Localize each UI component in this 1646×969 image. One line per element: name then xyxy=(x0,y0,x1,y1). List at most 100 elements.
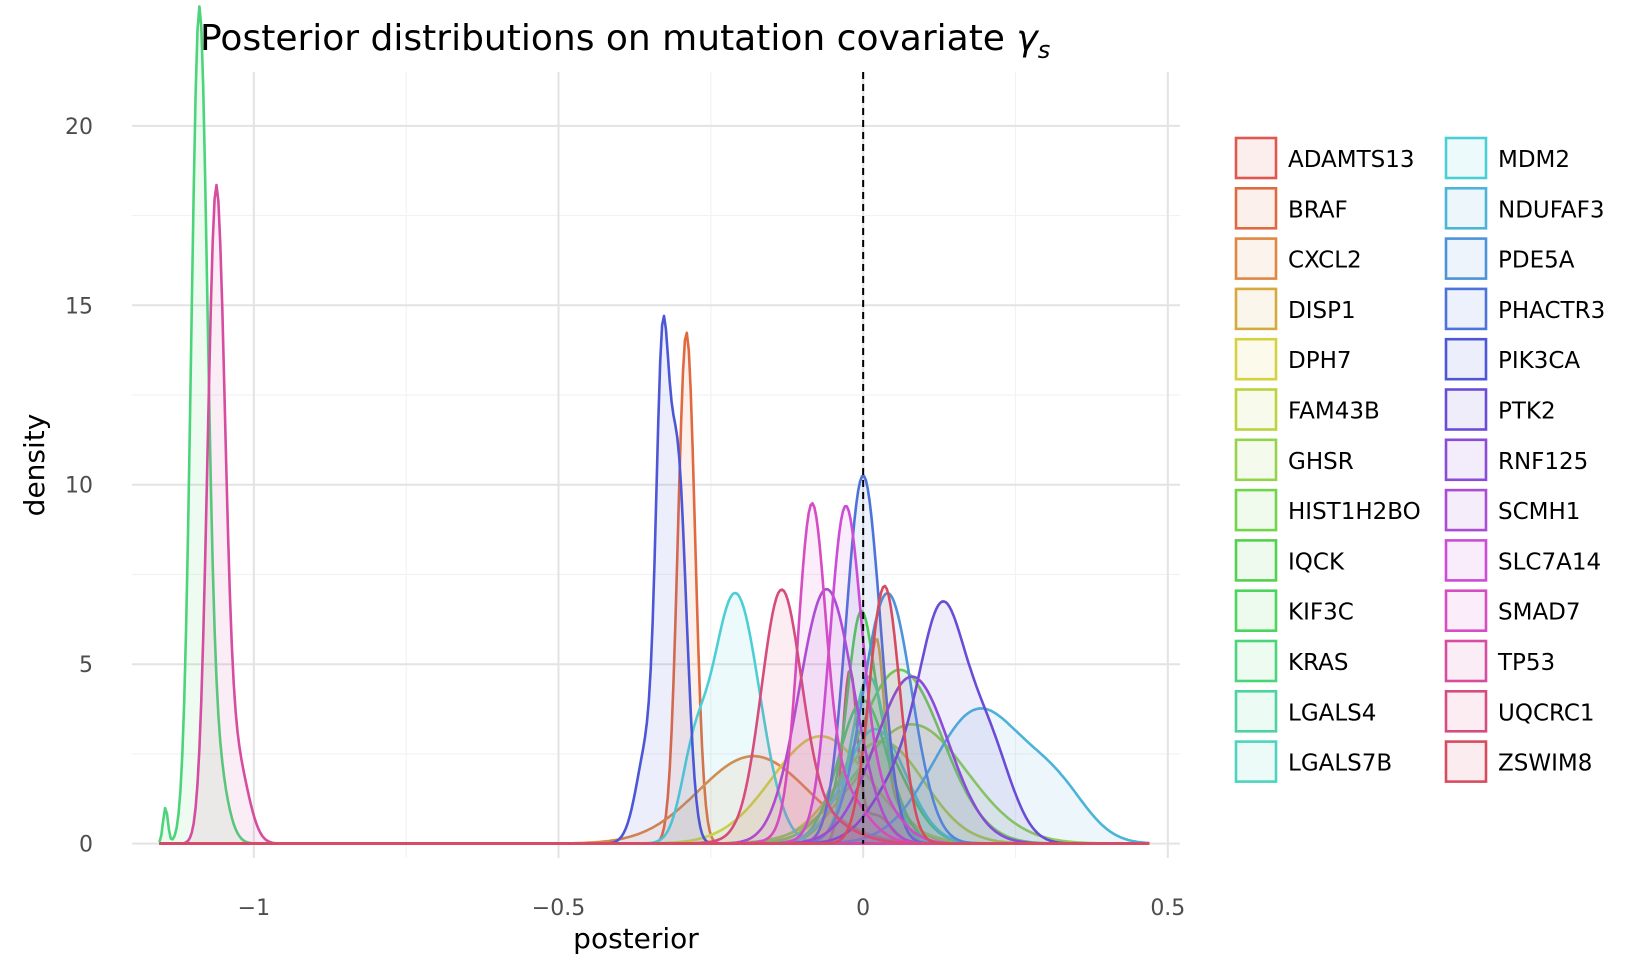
legend-label: NDUFAF3 xyxy=(1498,197,1604,223)
x-tick-label: −1 xyxy=(238,896,270,921)
legend-label: HIST1H2BO xyxy=(1288,499,1421,525)
legend-item-pde5a: PDE5A xyxy=(1444,237,1575,280)
legend-swatch xyxy=(1234,589,1278,633)
legend-swatch xyxy=(1234,337,1278,381)
legend-label: TP53 xyxy=(1497,650,1555,676)
y-axis-ticks: 0 5 10 15 20 xyxy=(65,115,93,858)
legend-swatch xyxy=(1234,388,1278,431)
legend-swatch xyxy=(1444,237,1488,280)
legend-label: CXCL2 xyxy=(1288,248,1362,274)
chart-title: Posterior distributions on mutation cova… xyxy=(200,18,1050,64)
legend-label: UQCRC1 xyxy=(1498,700,1595,726)
legend-item-zswim8: ZSWIM8 xyxy=(1444,740,1592,783)
density-area xyxy=(159,601,1150,844)
legend-item-lgals7b: LGALS7B xyxy=(1234,740,1392,783)
y-tick-label: 5 xyxy=(79,653,93,678)
legend-swatch xyxy=(1234,488,1278,532)
x-tick-label: 0 xyxy=(856,896,870,921)
legend-label: DPH7 xyxy=(1288,348,1352,374)
legend-label: PDE5A xyxy=(1498,248,1575,274)
legend-swatch xyxy=(1444,689,1488,733)
x-axis-label: posterior xyxy=(573,922,699,955)
legend-swatch xyxy=(1444,136,1488,180)
legend-label: DISP1 xyxy=(1288,298,1356,324)
legend-label: PTK2 xyxy=(1498,399,1556,425)
legend-swatch xyxy=(1444,287,1488,331)
legend-item-slc7a14: SLC7A14 xyxy=(1444,539,1601,582)
y-tick-label: 15 xyxy=(65,294,93,319)
legend-label: SMAD7 xyxy=(1498,600,1581,626)
legend-item-ndufaf3: NDUFAF3 xyxy=(1444,187,1604,230)
legend-label: BRAF xyxy=(1288,197,1348,223)
density-area xyxy=(159,611,1150,844)
y-tick-label: 20 xyxy=(65,115,93,140)
legend-swatch xyxy=(1234,689,1278,733)
legend-item-uqcrc1: UQCRC1 xyxy=(1444,689,1595,733)
legend-label: LGALS7B xyxy=(1288,751,1392,777)
density-line xyxy=(159,584,1150,845)
legend-item-mdm2: MDM2 xyxy=(1444,136,1570,180)
legend-label: ADAMTS13 xyxy=(1288,147,1415,173)
legend-item-pik3ca: PIK3CA xyxy=(1444,337,1580,381)
legend-swatch xyxy=(1444,187,1488,230)
legend-item-ptk2: PTK2 xyxy=(1444,388,1556,431)
legend-swatch xyxy=(1234,237,1278,280)
legend-item-fam43b: FAM43B xyxy=(1234,388,1380,431)
legend-item-scmh1: SCMH1 xyxy=(1444,488,1580,532)
legend-label: SCMH1 xyxy=(1498,499,1580,525)
x-axis-ticks: −1 −0.5 0 0.5 xyxy=(238,896,1186,921)
legend-swatch xyxy=(1444,337,1488,381)
legend: ADAMTS13 BRAF CXCL2 DISP1 DPH7 FAM43B GHSR HIST… xyxy=(1234,136,1605,783)
legend-label: PHACTR3 xyxy=(1498,298,1605,324)
legend-item-iqck: IQCK xyxy=(1234,539,1345,582)
legend-label: LGALS4 xyxy=(1288,700,1376,726)
legend-item-hist1h2bo: HIST1H2BO xyxy=(1234,488,1421,532)
density-area xyxy=(159,708,1150,844)
legend-swatch xyxy=(1444,589,1488,633)
legend-item-cxcl2: CXCL2 xyxy=(1234,237,1362,280)
legend-item-kras: KRAS xyxy=(1234,639,1348,683)
density-series xyxy=(158,5,1150,845)
legend-swatch xyxy=(1444,740,1488,783)
legend-label: RNF125 xyxy=(1498,449,1588,475)
legend-swatch xyxy=(1234,287,1278,331)
legend-item-ghsr: GHSR xyxy=(1234,438,1354,482)
legend-item-rnf125: RNF125 xyxy=(1444,438,1588,482)
legend-label: IQCK xyxy=(1288,549,1345,575)
legend-label: PIK3CA xyxy=(1498,348,1580,374)
legend-swatch xyxy=(1234,136,1278,180)
legend-swatch xyxy=(1444,488,1488,532)
legend-swatch xyxy=(1234,740,1278,783)
legend-label: MDM2 xyxy=(1498,147,1570,173)
legend-label: KRAS xyxy=(1288,650,1348,676)
legend-item-phactr3: PHACTR3 xyxy=(1444,287,1605,331)
y-axis-label: density xyxy=(18,414,51,517)
density-area xyxy=(159,586,1150,844)
legend-label: GHSR xyxy=(1288,449,1354,475)
legend-swatch xyxy=(1234,438,1278,482)
legend-item-disp1: DISP1 xyxy=(1234,287,1356,331)
legend-item-dph7: DPH7 xyxy=(1234,337,1352,381)
legend-item-smad7: SMAD7 xyxy=(1444,589,1581,633)
density-area xyxy=(159,593,1150,844)
legend-swatch xyxy=(1234,187,1278,230)
legend-swatch xyxy=(1234,539,1278,582)
legend-swatch xyxy=(1234,639,1278,683)
y-tick-label: 0 xyxy=(79,833,93,858)
legend-label: SLC7A14 xyxy=(1498,549,1601,575)
legend-label: KIF3C xyxy=(1288,600,1354,626)
legend-item-kif3c: KIF3C xyxy=(1234,589,1354,633)
legend-label: ZSWIM8 xyxy=(1498,751,1592,777)
legend-swatch xyxy=(1444,438,1488,482)
legend-label: FAM43B xyxy=(1288,399,1380,425)
legend-swatch xyxy=(1444,539,1488,582)
legend-swatch xyxy=(1444,388,1488,431)
density-series-zswim8 xyxy=(159,584,1150,845)
y-tick-label: 10 xyxy=(65,474,93,499)
legend-item-braf: BRAF xyxy=(1234,187,1348,230)
legend-item-tp53: TP53 xyxy=(1444,639,1555,683)
legend-item-lgals4: LGALS4 xyxy=(1234,689,1376,733)
minor-gridlines xyxy=(132,72,1180,858)
x-tick-label: 0.5 xyxy=(1150,896,1185,921)
